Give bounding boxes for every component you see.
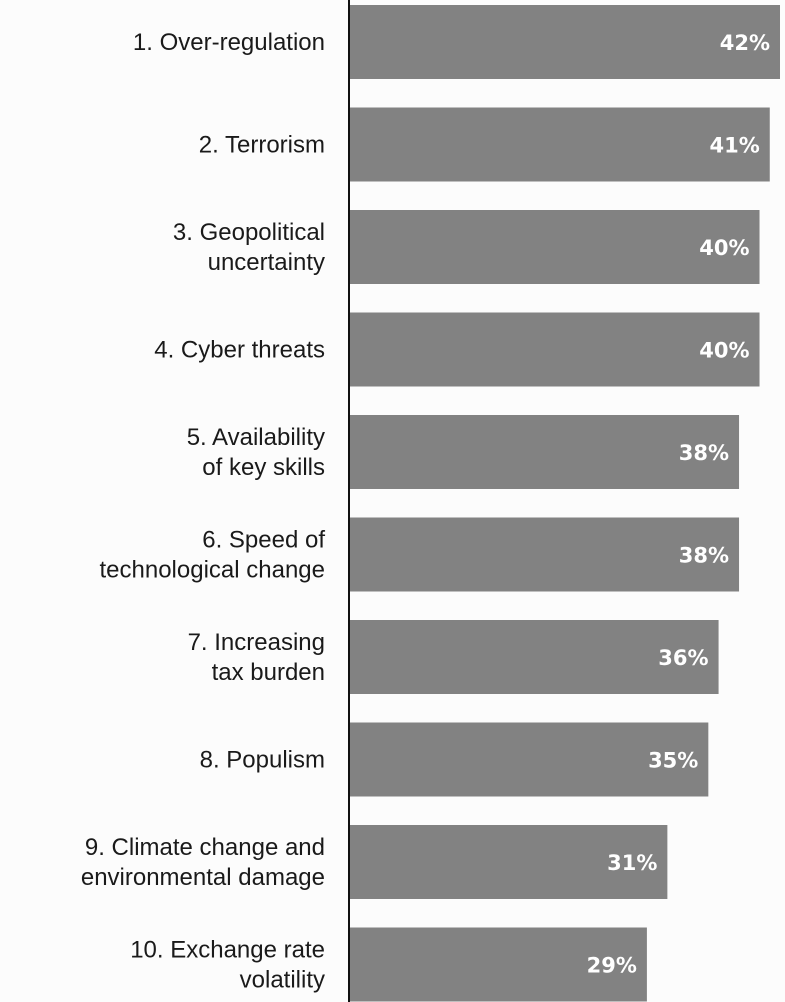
value-label-6: 38% <box>679 544 729 568</box>
category-label-line: environmental damage <box>81 864 325 891</box>
bar-9 <box>350 825 668 899</box>
category-label-line: tax burden <box>212 659 325 686</box>
category-label-3: 3. Geopolitical uncertainty <box>173 219 325 276</box>
category-label-line: of key skills <box>202 454 325 481</box>
category-label-5: 5. Availability of key skills <box>187 424 325 481</box>
value-label-1: 42% <box>720 31 770 55</box>
value-label-8: 35% <box>648 749 698 773</box>
category-label-9: 9. Climate change and environmental damag… <box>81 834 325 891</box>
category-label-line: 7. Increasing <box>188 629 325 656</box>
category-label-6: 6. Speed of technological change <box>99 527 325 584</box>
category-label-line: 2. Terrorism <box>199 132 325 159</box>
value-label-7: 36% <box>658 646 708 670</box>
bar-8 <box>350 722 709 797</box>
category-label-line: 5. Availability <box>187 424 325 451</box>
bar-6 <box>350 517 740 592</box>
category-label-line: 10. Exchange rate <box>130 937 325 964</box>
value-label-5: 38% <box>679 441 729 465</box>
value-label-4: 40% <box>699 339 749 363</box>
category-label-line: 3. Geopolitical <box>173 219 325 246</box>
bar-4 <box>350 312 760 387</box>
category-label-line: 6. Speed of <box>202 527 325 554</box>
bar-7 <box>350 620 719 694</box>
category-label-line: 1. Over-regulation <box>133 29 325 56</box>
category-label-line: 4. Cyber threats <box>154 337 325 364</box>
value-label-2: 41% <box>709 134 759 158</box>
bar-3 <box>350 210 760 284</box>
category-label-4: 4. Cyber threats <box>154 337 325 364</box>
bar-1 <box>350 5 780 79</box>
bars-layer: 42% 41% 40% 40% 38% 38% 36% 35% 31% 29% <box>350 5 780 1002</box>
category-label-7: 7. Increasing tax burden <box>188 629 325 686</box>
category-label-line: 8. Populism <box>200 747 325 774</box>
category-label-line: volatility <box>240 967 325 994</box>
bar-10 <box>350 927 647 1002</box>
value-label-10: 29% <box>587 954 637 978</box>
value-label-3: 40% <box>699 236 749 260</box>
category-label-2: 2. Terrorism <box>199 132 325 159</box>
bar-2 <box>350 107 770 182</box>
bar-5 <box>350 415 740 489</box>
value-label-9: 31% <box>607 851 657 875</box>
category-label-1: 1. Over-regulation <box>133 29 325 56</box>
category-labels-layer: 1. Over-regulation 2. Terrorism 3. Geopoli… <box>81 29 325 994</box>
category-label-line: 9. Climate change and <box>85 834 325 861</box>
category-label-10: 10. Exchange rate volatility <box>130 937 325 994</box>
category-label-8: 8. Populism <box>200 747 325 774</box>
category-label-line: technological change <box>99 557 325 584</box>
category-label-line: uncertainty <box>208 249 325 276</box>
